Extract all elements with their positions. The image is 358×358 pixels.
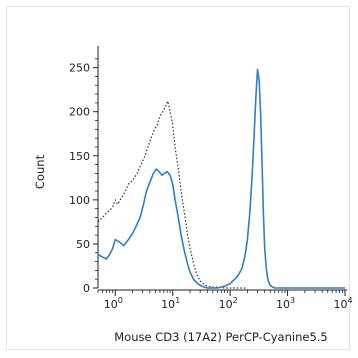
y-tick-label: 100: [69, 194, 90, 207]
y-tick-label: 200: [69, 106, 90, 119]
y-axis-title: Count: [33, 154, 47, 189]
y-tick-label: 0: [83, 282, 90, 295]
y-tick-label: 250: [69, 62, 90, 75]
x-tick-label: 102: [219, 296, 238, 311]
x-tick-label: 100: [104, 296, 123, 311]
x-tick-label: 104: [333, 296, 352, 311]
x-tick-label: 103: [276, 296, 295, 311]
x-axis-title: Mouse CD3 (17A2) PerCP-Cyanine5.5: [114, 330, 327, 344]
plot-series: [97, 68, 345, 289]
y-tick-label: 50: [76, 238, 90, 251]
control-histogram-line: [97, 100, 248, 289]
y-tick-label: 150: [69, 150, 90, 163]
x-axis: 100 101 102 103 104: [97, 289, 353, 311]
chart-frame: [6, 6, 350, 350]
stained-histogram-line: [97, 68, 345, 289]
y-axis: 0 50 100 150 200 250: [69, 46, 99, 295]
x-tick-label: 101: [161, 296, 180, 311]
